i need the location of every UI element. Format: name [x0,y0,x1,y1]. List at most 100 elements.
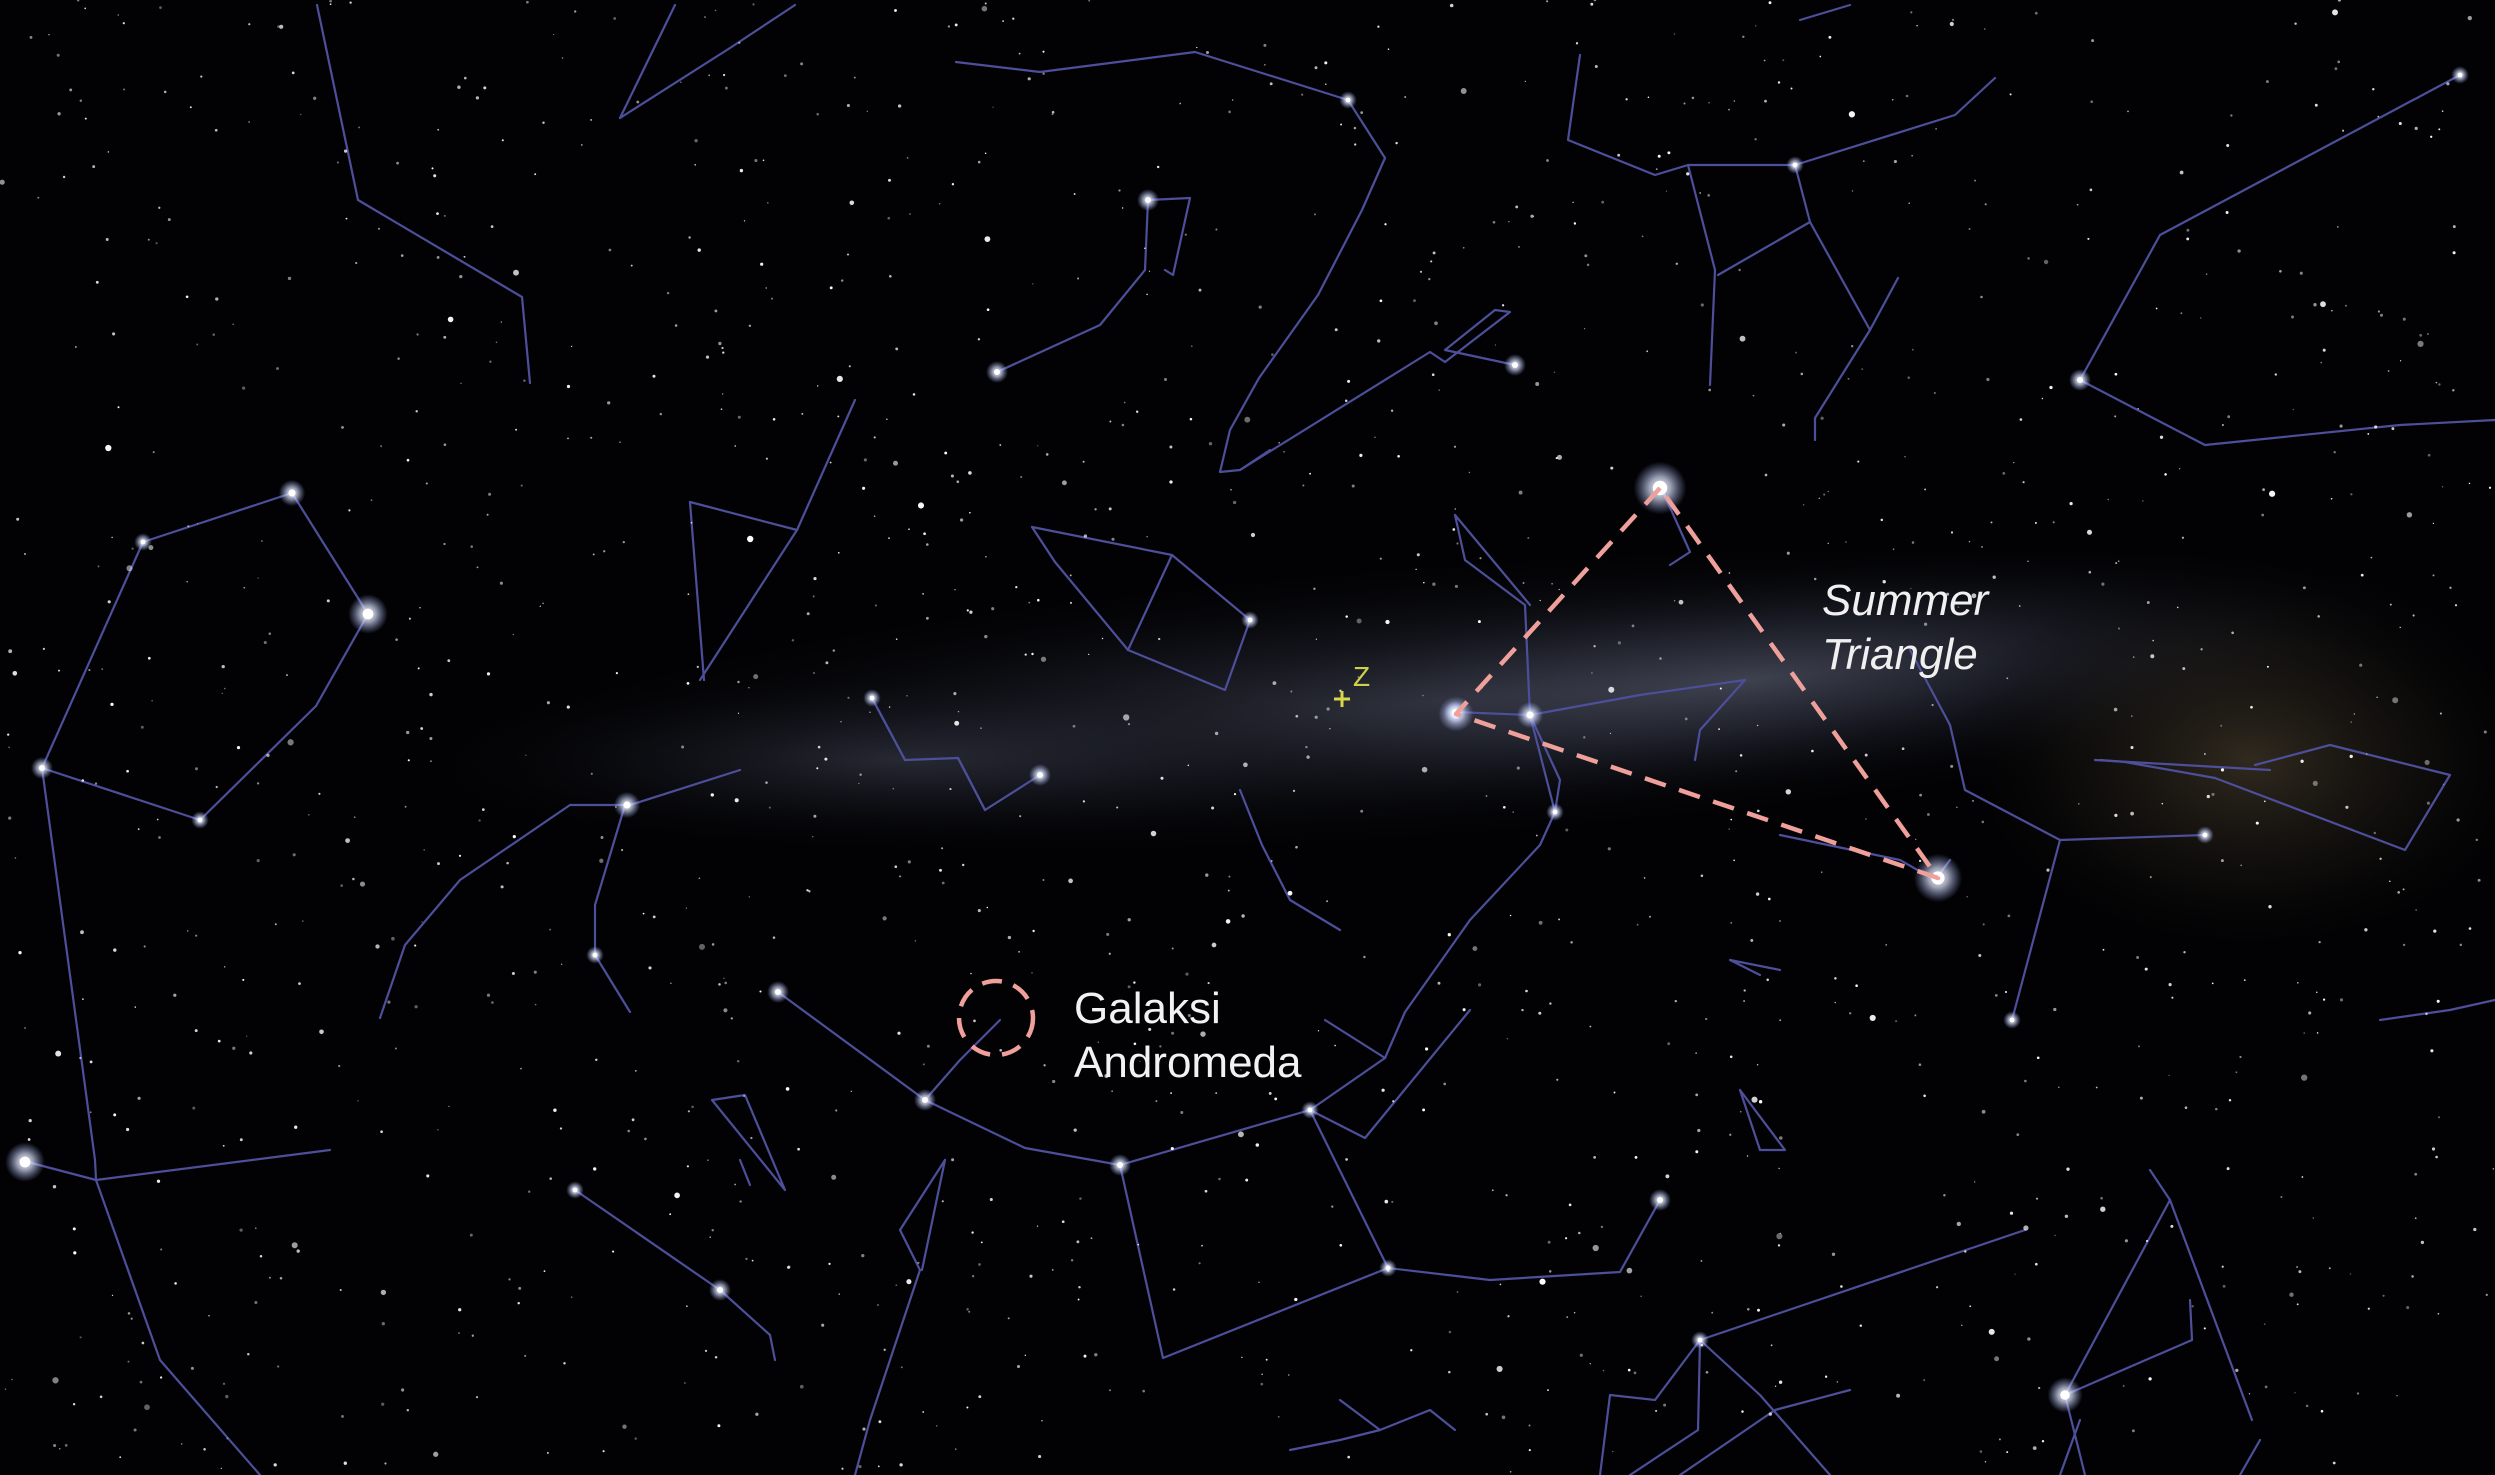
star [2018,605,2021,607]
star [853,76,856,79]
star [829,286,833,290]
star [1038,1454,1042,1459]
star [431,167,434,170]
star [1185,972,1189,976]
star [962,863,965,867]
star [1077,1298,1080,1301]
star [194,1029,198,1033]
star [837,551,840,554]
star [1108,507,1112,511]
star [2220,859,2224,863]
star [1968,540,1971,543]
star [2302,586,2306,590]
star [377,227,381,230]
star [714,9,717,12]
star [1589,1025,1592,1028]
star [2113,707,2118,712]
star [200,75,203,78]
star [2024,1079,2027,1083]
star [688,236,691,239]
star [1978,954,1982,957]
star [2349,754,2353,759]
star [447,659,451,663]
star [2130,745,2134,750]
star [752,3,755,6]
star [276,367,279,370]
bright-star [623,801,631,809]
star [935,1425,938,1427]
star [1551,582,1553,585]
star [259,1255,263,1258]
star [1565,828,1569,832]
star [1265,1358,1268,1361]
star [125,1127,130,1132]
star [1956,806,1958,808]
star [421,921,423,923]
star [906,156,909,159]
star [1910,11,1913,14]
star [225,1394,229,1399]
bright-star [1526,711,1534,719]
star [1786,551,1790,555]
star [2402,888,2405,891]
star [1891,99,1894,101]
star [2439,712,2442,715]
star [1964,1250,1967,1253]
star [2467,15,2472,21]
star [1422,1108,1426,1112]
star [308,814,310,816]
summer-triangle-outline [1453,485,1941,881]
star [1302,484,1305,487]
star [415,410,418,413]
star [748,687,750,689]
star [174,1282,177,1285]
star [2392,697,2399,704]
star [989,1197,993,1202]
star [500,885,504,889]
star [1109,420,1112,423]
star [859,773,862,776]
star [2263,1323,2266,1325]
star [708,74,711,77]
star [24,1027,26,1029]
star [214,128,218,132]
star [907,860,911,864]
star [416,333,419,336]
star [180,1443,183,1445]
star [495,341,498,344]
star [1827,542,1829,545]
star [821,1323,825,1327]
star [2155,307,2158,310]
star [1288,1374,1290,1376]
star [2454,604,2458,607]
star [1674,999,1678,1003]
star [349,1,352,4]
star [359,881,366,887]
star [1121,207,1124,209]
star [603,550,606,553]
star [1430,260,1433,263]
star [737,680,740,684]
star [1972,799,1974,802]
star [1024,653,1027,656]
star [279,1277,283,1280]
star [1700,1259,1703,1262]
star [37,196,40,199]
star [966,609,969,612]
star [513,269,519,276]
star [686,1165,690,1168]
star [1422,694,1424,697]
star [1214,731,1219,736]
star [1317,1030,1320,1032]
bright-star [2457,72,2463,78]
star [1988,1328,1995,1335]
star [1591,672,1593,674]
star [2146,601,2150,604]
star [2222,1284,2226,1288]
star [343,1461,347,1465]
star [1306,755,1310,759]
star [1994,993,1998,997]
star [2264,1385,2268,1389]
star [97,565,100,568]
star [1196,46,1198,49]
